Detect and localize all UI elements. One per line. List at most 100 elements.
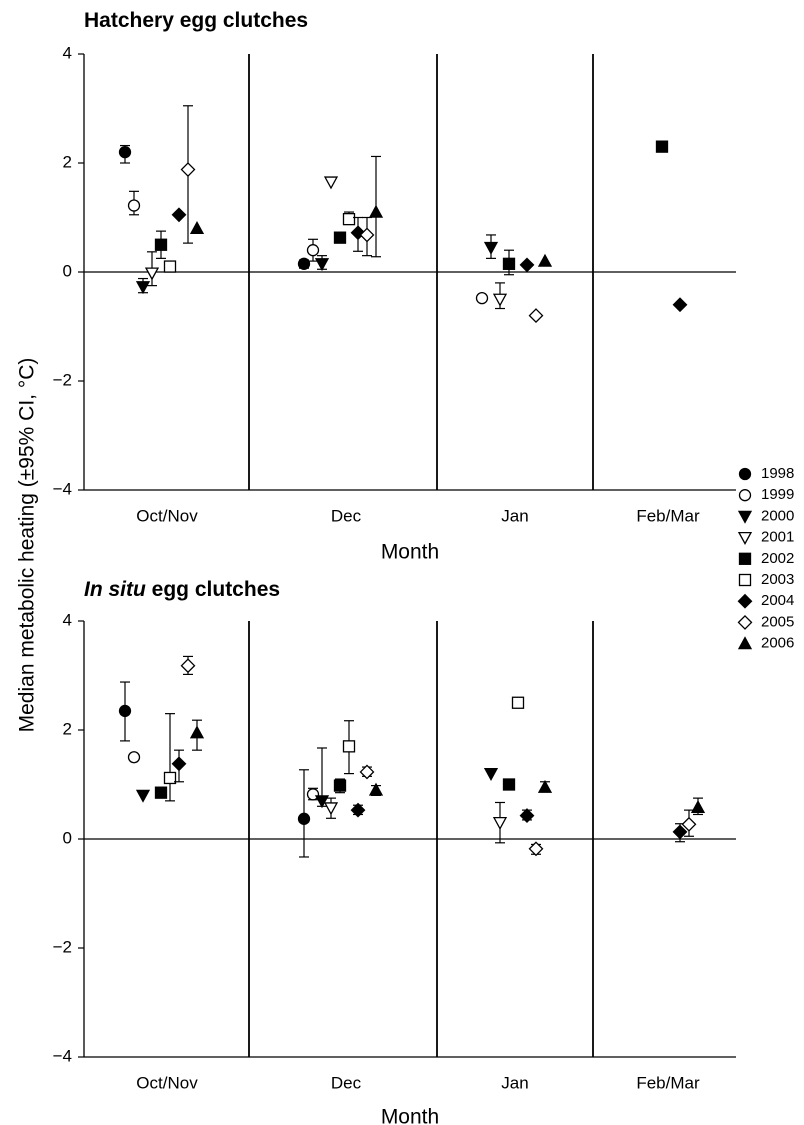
data-point-2002 [333,779,347,792]
data-point-2005 [359,764,375,780]
data-point-2003 [342,740,356,753]
legend-label: 2003 [761,571,794,588]
data-point-2002 [154,786,168,799]
data-point-2001 [492,817,508,831]
x-tick-label: Jan [501,1073,528,1092]
x-axis-label: Month [381,541,439,564]
panel-2: In situ egg clutches 4 2 0 −2 −4 Oct/Nov Dec Jan… [53,578,736,1125]
data-point-2006 [537,253,553,267]
legend-label: 2001 [761,529,794,546]
data-point-2006 [189,221,205,235]
data-point-2001 [323,176,339,190]
legend-marker-2005 [737,614,753,630]
data-point-1999 [475,292,489,305]
data-point-2005 [359,227,375,243]
data-point-2004 [519,257,535,273]
data-point-2006 [189,725,205,739]
data-point-2001 [144,267,160,281]
legend-marker-2002 [738,552,752,565]
x-tick-label: Feb/Mar [636,506,700,525]
data-point-2005 [528,841,544,857]
x-tick-label: Oct/Nov [136,506,198,525]
legend-marker-2000 [737,510,753,524]
data-point-2005 [528,308,544,324]
y-tick-label: 2 [63,152,72,171]
data-point-2006 [368,204,384,218]
data-point-2006 [368,782,384,796]
y-tick-label: 0 [63,828,72,847]
data-point-2003 [163,260,177,273]
data-point-2003 [511,696,525,709]
legend-label: 2005 [761,613,794,630]
y-tick-label: 2 [63,719,72,738]
legend-marker-2004 [737,593,753,609]
data-point-2001 [492,293,508,307]
panel-1: Hatchery egg clutches 4 2 0 −2 −4 Oct/Nov Dec Ja… [53,9,736,564]
legend-label: 1998 [761,465,794,482]
y-tick-label: −2 [53,370,72,389]
legend-marker-2006 [737,636,753,650]
data-point-2000 [135,789,151,803]
data-point-2004 [171,207,187,223]
panel-title: In situ egg clutches [84,578,280,601]
x-tick-label: Dec [331,506,362,525]
data-point-2005 [180,658,196,674]
data-point-2003 [163,771,177,785]
data-point-2003 [342,212,356,226]
legend: 1998 1999 2000 2001 2002 2003 2004 2005 2006 [737,465,794,652]
y-axis-label: Median metabolic heating (±95% CI, °C) [16,358,39,733]
legend-label: 1999 [761,486,794,503]
legend-label: 2004 [761,592,794,609]
panel-title: Hatchery egg clutches [84,9,308,32]
legend-marker-2001 [737,531,753,545]
y-tick-label: −4 [53,479,72,498]
data-point-2000 [483,241,499,255]
panel-title-italic: In situ [84,578,146,601]
data-point-2002 [655,140,669,153]
data-point-1998 [297,812,311,825]
data-point-2004 [171,756,187,772]
y-tick-label: −2 [53,937,72,956]
data-point-2004 [672,824,688,840]
x-axis-label: Month [381,1106,439,1125]
legend-label: 2002 [761,550,794,567]
x-tick-label: Jan [501,506,528,525]
data-point-1999 [127,199,141,212]
data-point-1999 [306,244,320,257]
panel-title-text: Hatchery egg clutches [84,9,308,32]
legend-marker-1999 [738,489,752,502]
data-point-2004 [519,808,535,823]
x-tick-label: Oct/Nov [136,1073,198,1092]
data-point-2005 [681,816,697,832]
y-tick-label: −4 [53,1046,72,1065]
data-point-2000 [314,258,330,272]
data-point-2006 [690,800,706,814]
panel-title-text: egg clutches [146,578,280,601]
data-point-1999 [306,788,320,801]
y-tick-label: 4 [63,610,72,629]
legend-marker-1998 [738,467,752,481]
data-point-2005 [180,162,196,177]
legend-label: 2000 [761,507,794,524]
data-point-2000 [135,281,151,295]
data-point-2004 [350,802,366,818]
data-point-1998 [118,145,132,159]
y-tick-label: 4 [63,43,72,62]
data-point-1998 [297,257,311,270]
data-point-2002 [502,778,516,791]
data-point-2006 [537,779,553,793]
data-point-2001 [323,802,339,816]
data-point-2000 [483,767,499,781]
data-point-2002 [333,231,347,244]
legend-label: 2006 [761,635,794,652]
data-point-2004 [672,297,688,313]
y-tick-label: 0 [63,261,72,280]
data-point-1998 [118,704,132,718]
data-point-2002 [502,257,516,270]
x-tick-label: Dec [331,1073,362,1092]
data-point-1999 [127,751,141,764]
legend-marker-2003 [738,573,752,587]
x-tick-label: Feb/Mar [636,1073,700,1092]
data-point-2000 [314,795,330,809]
